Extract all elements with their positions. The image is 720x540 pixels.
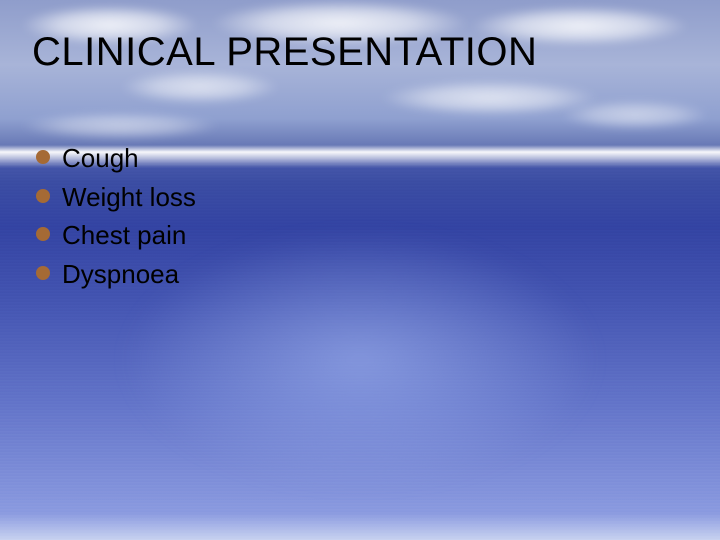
list-item: Chest pain [36,219,196,252]
list-item: Dyspnoea [36,258,196,291]
bullet-icon [36,266,50,280]
sky-clouds [0,0,720,160]
bullet-icon [36,227,50,241]
list-item: Weight loss [36,181,196,214]
list-item: Cough [36,142,196,175]
bullet-label: Cough [62,142,139,175]
bullet-label: Weight loss [62,181,196,214]
bullet-list: Cough Weight loss Chest pain Dyspnoea [36,142,196,296]
bullet-icon [36,150,50,164]
bullet-label: Chest pain [62,219,186,252]
slide: CLINICAL PRESENTATION Cough Weight loss … [0,0,720,540]
slide-title: CLINICAL PRESENTATION [32,30,537,75]
bullet-label: Dyspnoea [62,258,179,291]
bullet-icon [36,189,50,203]
